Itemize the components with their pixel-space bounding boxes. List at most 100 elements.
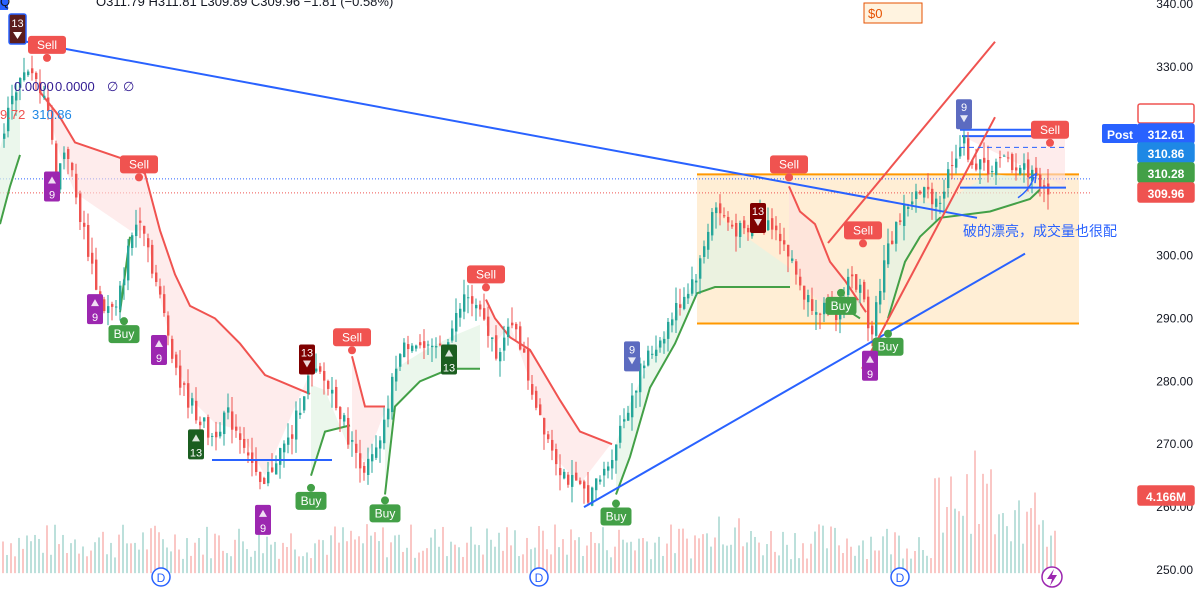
signal-label: Buy [831, 299, 852, 313]
candle-body [471, 296, 474, 304]
volume-bar [858, 545, 860, 574]
candle-body [615, 444, 618, 461]
triangle-up-icon [259, 509, 267, 517]
candle-body [251, 452, 254, 463]
volume-bar [746, 542, 748, 574]
sell-signal: Sell [333, 328, 371, 355]
candle-body [979, 159, 982, 170]
volume-bar [1038, 524, 1040, 574]
candle-body [735, 222, 738, 237]
volume-bar [414, 557, 416, 574]
volume-bar [494, 546, 496, 574]
candle-body [191, 398, 194, 406]
price-axis[interactable]: 340.00330.00310.00300.00290.00280.00270.… [8, 0, 1200, 600]
signal-bubble [467, 265, 505, 284]
volume-bar [970, 533, 972, 574]
volume-bar [270, 544, 272, 574]
volume-bar [886, 528, 888, 574]
candle-body [871, 325, 874, 335]
candle-body [1027, 159, 1030, 178]
volume-bar [534, 547, 536, 574]
volume-bar [754, 536, 756, 574]
header-legend: Q O311.79 H311.81 L309.89 C309.96 −1.81 … [0, 0, 393, 122]
candle-body [551, 439, 554, 451]
volume-bar [1034, 492, 1036, 574]
volume-bar [882, 536, 884, 574]
candle-body [411, 345, 414, 352]
td-count: 13 [752, 206, 764, 218]
dividend-marker-1[interactable]: D [151, 567, 171, 587]
candle-body [79, 193, 82, 222]
volume-bar [646, 541, 648, 574]
volume-bar [598, 543, 600, 574]
sell-signal: Sell [120, 155, 158, 182]
candle-body [899, 220, 902, 222]
volume-bar [602, 527, 604, 574]
volume-bar [86, 556, 88, 574]
volume-bar [726, 545, 728, 574]
volume-bar [486, 528, 488, 574]
volume-bar [910, 558, 912, 574]
candle-body [907, 206, 910, 209]
candle-body [627, 412, 630, 421]
candle-body [823, 302, 826, 315]
candle-body [159, 286, 162, 295]
volume-bar [986, 483, 988, 574]
candle-body [959, 147, 962, 157]
volume-bar [790, 559, 792, 574]
volume-bar [182, 558, 184, 574]
candle-body [575, 472, 578, 481]
volume-bar [254, 550, 256, 574]
td-count: 9 [961, 102, 967, 114]
volume-bar [522, 554, 524, 574]
volume-bar [30, 541, 32, 574]
sell-signal: Sell [467, 265, 505, 292]
volume-bar [34, 534, 36, 574]
volume-bar [546, 549, 548, 574]
dividend-marker-2[interactable]: D [529, 567, 549, 587]
chart-annotation[interactable]: 破的漂亮，成交量也很配 [963, 223, 1117, 239]
axis-tick-label: 300.00 [1156, 249, 1193, 263]
volume-bar [870, 536, 872, 574]
candle-body [379, 440, 382, 449]
candle-body [371, 454, 374, 462]
dividend-marker-3[interactable]: D [890, 567, 910, 587]
volume-bar [538, 526, 540, 574]
candle-body [135, 224, 138, 237]
candle-body [799, 276, 802, 286]
td-box [188, 429, 204, 460]
lightning-icon[interactable] [1041, 566, 1063, 588]
candle-body [531, 384, 534, 395]
signal-label: Sell [37, 38, 57, 52]
candle-body [987, 160, 990, 175]
trend-lines[interactable] [9, 37, 1066, 508]
price-tag-box [1137, 142, 1195, 163]
volume-bar [454, 544, 456, 574]
volume-bar [926, 555, 928, 574]
volume-bar [38, 538, 40, 574]
signal-dot [785, 173, 793, 182]
candle-body [855, 274, 858, 290]
volume-bar [622, 539, 624, 574]
volume-bar [778, 555, 780, 574]
volume-bar [274, 541, 276, 574]
candle-body [995, 161, 998, 176]
volume-bar [610, 557, 612, 574]
price-input-box[interactable]: $0 [863, 2, 923, 24]
candle-body [131, 235, 134, 248]
volume-bar [318, 539, 320, 574]
volume-bar [158, 532, 160, 574]
volume-bar [770, 531, 772, 574]
candle-body [511, 322, 514, 326]
volume-bar [18, 537, 20, 574]
volume-bar [750, 531, 752, 574]
volume-bar [374, 532, 376, 574]
candle-body [83, 222, 86, 227]
volume-bar [490, 539, 492, 574]
candle-body [227, 407, 230, 413]
candle-body [743, 220, 746, 229]
volume-bar [562, 539, 564, 574]
volume-bar [278, 558, 280, 574]
volume-bar [966, 474, 968, 574]
